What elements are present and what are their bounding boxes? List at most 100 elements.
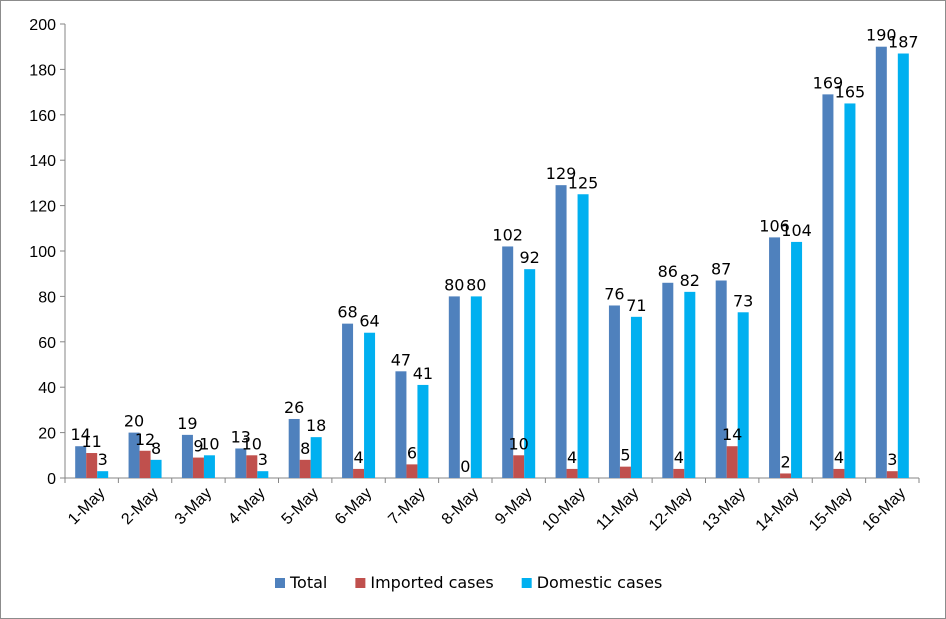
y-tick-label: 180 (29, 62, 56, 79)
bar-domestic-cases (310, 437, 322, 478)
x-tick-label: 7-May (385, 485, 428, 528)
bar-domestic-cases (417, 384, 429, 478)
data-label-domestic-cases: 73 (733, 291, 753, 310)
bar-total (608, 305, 620, 478)
bar-total (181, 434, 193, 478)
data-label-imported-cases: 5 (620, 446, 630, 465)
data-label-imported-cases: 4 (674, 448, 684, 467)
x-tick-label: 6-May (332, 485, 375, 528)
data-label-imported-cases: 11 (82, 432, 102, 451)
y-tick-label: 200 (29, 17, 56, 34)
data-label-imported-cases: 4 (353, 448, 363, 467)
data-label-total: 86 (658, 262, 678, 281)
data-label-domestic-cases: 41 (413, 364, 433, 383)
data-label-domestic-cases: 82 (680, 271, 700, 290)
bar-imported-cases (406, 464, 418, 478)
data-label-domestic-cases: 104 (781, 221, 812, 240)
data-label-domestic-cases: 165 (835, 82, 866, 101)
legend-label-domestic-cases: Domestic cases (537, 573, 663, 592)
bar-domestic-cases (150, 459, 162, 478)
bar-domestic-cases (630, 316, 642, 478)
data-label-total: 47 (391, 350, 411, 369)
data-label-domestic-cases: 187 (888, 33, 919, 52)
bar-imported-cases (619, 466, 631, 478)
x-tick-label: 14-May (753, 485, 803, 535)
bar-total (128, 432, 140, 478)
data-label-domestic-cases: 3 (98, 450, 108, 469)
x-tick-label: 9-May (492, 485, 535, 528)
x-tick-label: 5-May (279, 485, 322, 528)
legend: Total Imported cases Domestic cases (275, 573, 662, 592)
data-label-imported-cases: 3 (887, 450, 897, 469)
bar-domestic-cases (203, 455, 215, 478)
data-label-total: 14 (71, 425, 91, 444)
legend-swatch-domestic-cases (521, 578, 532, 588)
data-label-total: 106 (759, 216, 790, 235)
bar-imported-cases (780, 473, 792, 478)
data-label-total: 19 (177, 414, 197, 433)
y-tick-label: 40 (38, 380, 56, 397)
bar-imported-cases (833, 468, 845, 478)
data-label-total: 169 (813, 73, 844, 92)
bar-imported-cases (726, 446, 738, 478)
data-label-domestic-cases: 64 (359, 312, 379, 331)
data-label-total: 102 (492, 225, 523, 244)
x-tick-label: 15-May (806, 485, 856, 535)
data-label-imported-cases: 10 (242, 434, 262, 453)
bar-imported-cases (673, 468, 685, 478)
data-label-total: 13 (231, 427, 251, 446)
bar-total (769, 237, 781, 478)
data-label-total: 26 (284, 398, 304, 417)
y-tick-label: 100 (29, 244, 56, 261)
data-label-total: 87 (711, 260, 731, 279)
bar-domestic-cases (791, 241, 803, 478)
bar-domestic-cases (897, 53, 909, 478)
data-label-total: 68 (337, 303, 357, 322)
bar-domestic-cases (737, 312, 749, 478)
bar-domestic-cases (470, 296, 482, 478)
x-tick-label: 4-May (225, 485, 268, 528)
data-label-imported-cases: 2 (780, 452, 790, 471)
data-label-imported-cases: 12 (135, 430, 155, 449)
bar-total (822, 94, 834, 479)
y-tick-label: 140 (29, 153, 56, 170)
bar-imported-cases (353, 468, 365, 478)
y-tick-label: 0 (47, 471, 56, 488)
bar-domestic-cases (684, 291, 696, 478)
x-tick-label: 8-May (439, 485, 482, 528)
data-label-total: 76 (604, 284, 624, 303)
x-tick-label: 3-May (172, 485, 215, 528)
bar-imported-cases (566, 468, 578, 478)
bar-total (235, 448, 247, 478)
bar-total (555, 185, 567, 479)
data-label-domestic-cases: 8 (151, 439, 161, 458)
bar-total (448, 296, 460, 478)
bar-imported-cases (139, 450, 151, 478)
y-tick-label: 80 (38, 289, 56, 306)
legend-label-total: Total (289, 573, 327, 592)
data-label-imported-cases: 4 (834, 448, 844, 467)
x-tick-label: 16-May (859, 485, 909, 535)
data-label-domestic-cases: 3 (258, 450, 268, 469)
data-label-domestic-cases: 80 (466, 275, 486, 294)
data-label-domestic-cases: 71 (626, 296, 646, 315)
legend-swatch-total (275, 578, 285, 588)
bars (75, 46, 909, 479)
data-label-imported-cases: 0 (460, 457, 470, 476)
legend-label-imported-cases: Imported cases (370, 573, 493, 592)
bar-imported-cases (86, 453, 98, 478)
x-tick-label: 1-May (65, 485, 108, 528)
data-label-imported-cases: 4 (567, 448, 577, 467)
data-label-domestic-cases: 18 (306, 416, 326, 435)
x-tick-label: 2-May (118, 485, 161, 528)
bar-imported-cases (192, 457, 204, 478)
bar-total (875, 46, 887, 478)
legend-swatch-imported-cases (355, 578, 366, 588)
data-label-total: 80 (444, 275, 464, 294)
bar-total (502, 246, 514, 478)
bar-total (662, 282, 674, 478)
y-tick-label: 20 (38, 426, 56, 443)
